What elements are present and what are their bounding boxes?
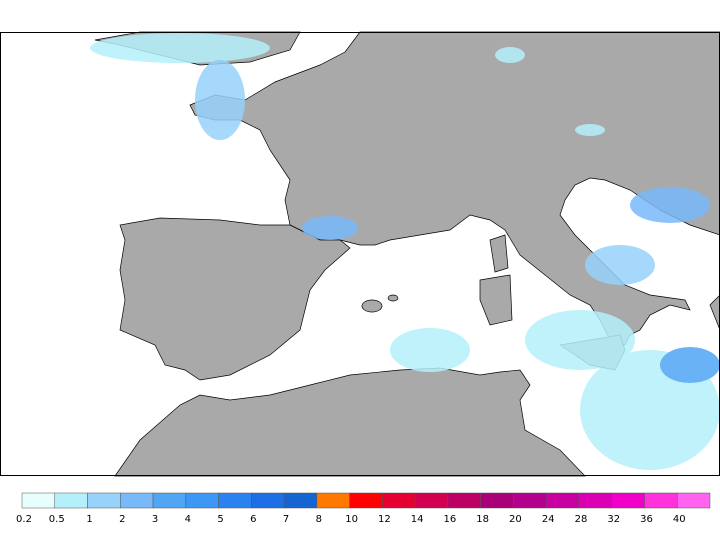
- colorbar-box: [447, 492, 481, 509]
- colorbar: 0.2 0.5 1 2 3 4 5 6 7 8 10 12 14 16 18 20 24 28 32 36 40: [16, 492, 711, 525]
- colorbar-label: 32: [607, 514, 620, 525]
- precip-area: [302, 216, 358, 240]
- colorbar-box: [185, 492, 219, 509]
- colorbar-box: [545, 492, 580, 509]
- colorbar-label: 4: [185, 514, 191, 525]
- colorbar-label: 5: [217, 514, 223, 525]
- colorbar-label: 20: [509, 514, 522, 525]
- colorbar-box: [87, 492, 121, 509]
- colorbar-label: 1: [86, 514, 92, 525]
- colorbar-label: 28: [575, 514, 588, 525]
- colorbar-box: [54, 492, 88, 509]
- precip-area: [575, 124, 605, 136]
- colorbar-label: 10: [345, 514, 358, 525]
- greece: [709, 294, 720, 331]
- colorbar-label: 0.2: [16, 514, 32, 525]
- colorbar-box: [349, 492, 383, 509]
- precip-area: [390, 328, 470, 372]
- colorbar-label: 24: [542, 514, 555, 525]
- colorbar-box: [218, 492, 252, 509]
- precip-area: [660, 347, 720, 383]
- colorbar-label: 2: [119, 514, 125, 525]
- colorbar-label: 18: [476, 514, 489, 525]
- colorbar-box: [382, 492, 416, 509]
- colorbar-label: 36: [640, 514, 653, 525]
- colorbar-box: [644, 492, 678, 509]
- colorbar-box: [21, 492, 56, 509]
- precip-area: [585, 245, 655, 285]
- colorbar-label: 16: [444, 514, 457, 525]
- colorbar-box: [120, 492, 154, 509]
- colorbar-label: 40: [673, 514, 686, 525]
- precip-area: [630, 187, 710, 223]
- precipitation: [90, 33, 720, 470]
- corsica: [489, 234, 509, 273]
- colorbar-box: [251, 492, 285, 509]
- colorbar-box: [611, 492, 645, 509]
- colorbar-box: [283, 492, 318, 509]
- precip-area: [195, 60, 245, 140]
- colorbar-box: [513, 492, 547, 509]
- colorbar-box: [578, 492, 612, 509]
- colorbar-label: 0.5: [49, 514, 65, 525]
- colorbar-box: [676, 492, 711, 509]
- precip-area: [90, 33, 270, 63]
- precip-area: [525, 310, 635, 370]
- precip-area: [495, 47, 525, 63]
- colorbar-label: 3: [152, 514, 158, 525]
- colorbar-label: 14: [411, 514, 424, 525]
- colorbar-label: 7: [283, 514, 289, 525]
- sardinia: [479, 274, 513, 326]
- colorbar-label: 8: [316, 514, 322, 525]
- map: [0, 31, 720, 477]
- mallorca: [361, 299, 383, 313]
- iberia: [119, 217, 351, 381]
- colorbar-label: 6: [250, 514, 256, 525]
- colorbar-box: [152, 492, 187, 509]
- colorbar-box: [480, 492, 514, 509]
- colorbar-box: [414, 492, 449, 509]
- colorbar-label: 12: [378, 514, 391, 525]
- menorca: [387, 294, 399, 302]
- colorbar-box: [316, 492, 350, 509]
